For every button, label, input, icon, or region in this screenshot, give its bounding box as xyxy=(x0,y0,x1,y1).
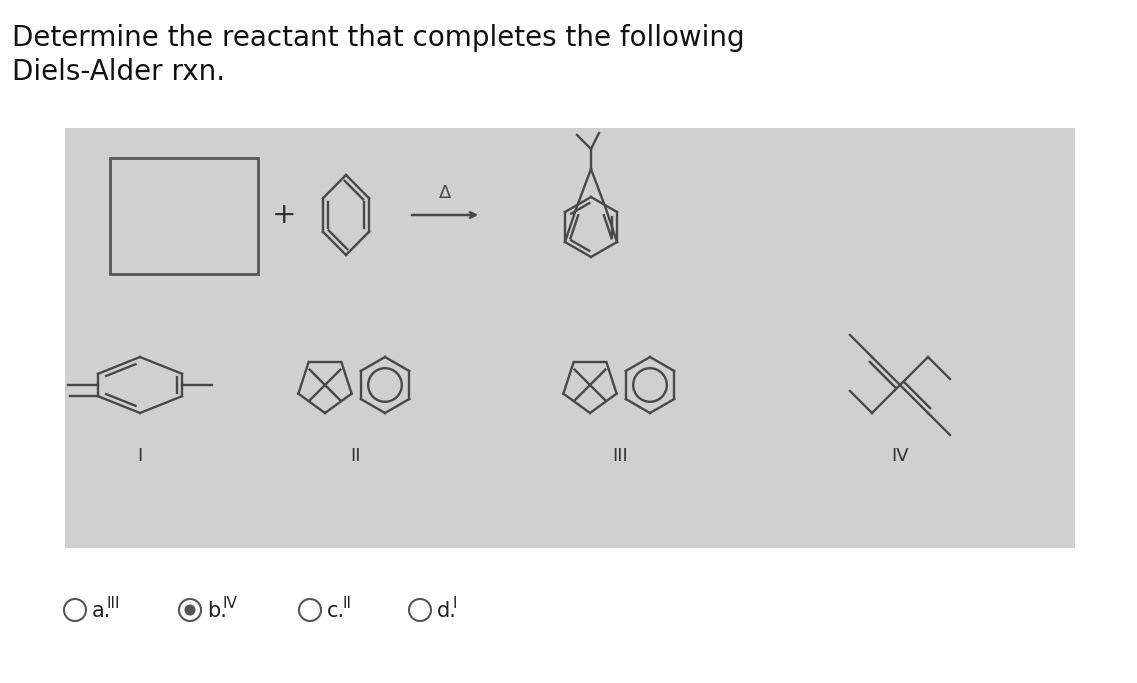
Text: IV: IV xyxy=(222,596,236,611)
Text: III: III xyxy=(107,596,121,611)
Text: I: I xyxy=(453,596,456,611)
Text: IV: IV xyxy=(891,447,908,465)
Text: II: II xyxy=(350,447,360,465)
Bar xyxy=(65,128,1074,548)
Text: III: III xyxy=(612,447,628,465)
Text: Δ: Δ xyxy=(439,184,451,202)
Text: II: II xyxy=(342,596,351,611)
Text: d.: d. xyxy=(437,601,457,621)
Text: I: I xyxy=(138,447,142,465)
Text: b.: b. xyxy=(207,601,227,621)
Bar xyxy=(110,158,258,274)
Circle shape xyxy=(184,604,196,615)
Text: Determine the reactant that completes the following: Determine the reactant that completes th… xyxy=(13,24,745,52)
Text: c.: c. xyxy=(327,601,346,621)
Text: +: + xyxy=(272,201,297,229)
Text: a.: a. xyxy=(92,601,111,621)
Text: Diels-Alder rxn.: Diels-Alder rxn. xyxy=(13,58,225,86)
